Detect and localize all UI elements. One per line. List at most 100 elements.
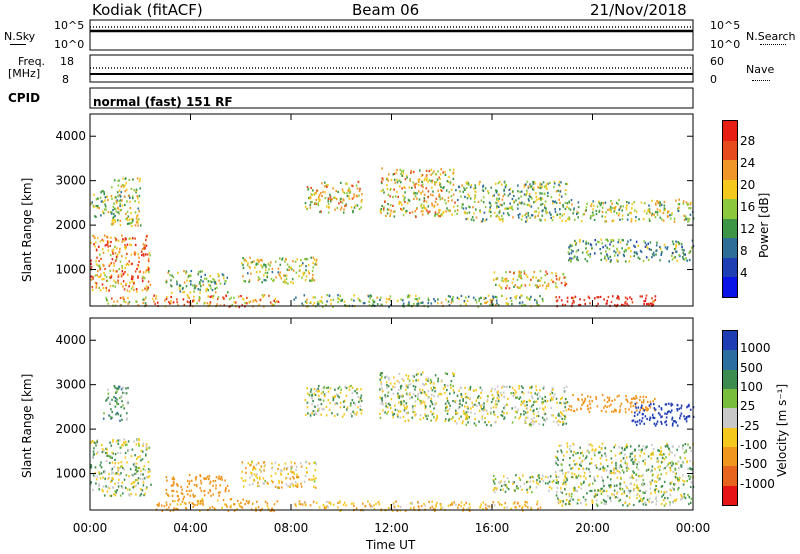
- velocity-colorbar: [722, 330, 738, 506]
- colorbar-segment: [723, 389, 737, 409]
- colorbar-segment: [723, 466, 737, 487]
- nsky-legend-line: [10, 44, 26, 45]
- colorbar-segment: [723, 277, 737, 298]
- colorbar-tick-label: 100: [740, 380, 763, 394]
- colorbar-tick-label: 24: [740, 156, 756, 170]
- xtick-label: 20:00: [575, 521, 610, 535]
- power-echo-region: [241, 256, 318, 285]
- power-colorbar: [722, 120, 738, 298]
- colorbar-segment: [723, 218, 737, 239]
- velocity-ytick-label: 1000: [55, 467, 86, 481]
- power-echo-region: [568, 198, 695, 223]
- nsearch-bottom-tick: 10^0: [710, 38, 741, 51]
- cpid-label: CPID: [8, 91, 41, 105]
- xtick-label: 12:00: [374, 521, 409, 535]
- xaxis-label: Time UT: [366, 538, 416, 552]
- velocity-echo-region: [631, 402, 695, 427]
- nsky-top-tick: 10^5: [54, 19, 85, 32]
- velocity-colorbar-label: Velocity [m s⁻¹]: [775, 383, 789, 477]
- power-echo-region: [567, 238, 695, 263]
- velocity-echo-region: [102, 384, 129, 422]
- power-ytick-label: 4000: [55, 129, 86, 143]
- xtick-label: 00:00: [676, 521, 711, 535]
- colorbar-tick-label: -500: [740, 457, 768, 472]
- nsky-label: N.Sky: [4, 30, 36, 43]
- power-echo-region: [455, 180, 569, 223]
- colorbar-tick-label: 1000: [740, 341, 771, 356]
- velocity-ylabel: Slant Range [km]: [20, 373, 34, 478]
- site-title: Kodiak (fitACF): [92, 1, 203, 19]
- xtick-label: 00:00: [73, 521, 108, 535]
- colorbar-segment: [723, 160, 737, 181]
- colorbar-segment: [723, 199, 737, 220]
- power-ytick-label: 3000: [55, 174, 86, 188]
- colorbar-segment: [723, 140, 737, 161]
- colorbar-tick-label: 8: [740, 244, 748, 258]
- colorbar-segment: [723, 350, 737, 371]
- freq-label: Freq.: [18, 55, 46, 68]
- power-echo-region: [379, 167, 456, 218]
- power-colorbar-label: Power [dB]: [757, 192, 771, 258]
- xtick-label: 16:00: [475, 521, 510, 535]
- power-echo-region: [90, 189, 122, 219]
- colorbar-segment: [723, 121, 737, 142]
- velocity-ytick-label: 4000: [55, 333, 86, 347]
- cpid-panel-frame: [89, 87, 694, 109]
- nsky-bottom-tick: 10^0: [54, 38, 85, 51]
- freq-bottom-tick: 8: [62, 73, 69, 86]
- velocity-echo-region: [304, 384, 363, 418]
- velocity-ytick-label: 2000: [55, 422, 86, 436]
- power-ytick-label: 1000: [55, 263, 86, 277]
- velocity-ytick-label: 3000: [55, 378, 86, 392]
- colorbar-tick-label: -25: [740, 418, 760, 433]
- power-echo-region: [90, 234, 152, 293]
- power-echo-region: [304, 180, 363, 214]
- colorbar-tick-label: 12: [740, 222, 756, 236]
- power-echo-region: [493, 270, 568, 290]
- power-echo-region: [110, 177, 142, 228]
- xtick-label: 08:00: [274, 521, 309, 535]
- colorbar-segment: [723, 447, 737, 467]
- colorbar-tick-label: 28: [740, 134, 756, 148]
- velocity-echo-region: [554, 442, 695, 507]
- nave-top-tick: 60: [710, 55, 724, 68]
- power-echo-region: [165, 269, 229, 294]
- freq-top-tick: 18: [60, 55, 74, 68]
- power-panel: 1000 2000 3000 4000: [55, 113, 695, 309]
- colorbar-tick-label: 25: [740, 399, 756, 414]
- nsearch-label: N.Search: [746, 30, 796, 43]
- power-ytick-label: 2000: [55, 218, 86, 232]
- colorbar-tick-label: 4: [740, 266, 748, 280]
- beam-label: Beam 06: [352, 1, 420, 19]
- colorbar-segment: [723, 408, 737, 429]
- velocity-echo-region: [90, 438, 152, 497]
- colorbar-tick-label: -100: [740, 438, 768, 452]
- colorbar-segment: [723, 485, 737, 506]
- date-label: 21/Nov/2018: [590, 1, 687, 19]
- colorbar-segment: [723, 369, 737, 390]
- colorbar-tick-label: 20: [740, 178, 756, 192]
- nsearch-top-tick: 10^5: [710, 19, 741, 32]
- colorbar-tick-label: -1000: [740, 476, 775, 491]
- velocity-echo-region: [567, 393, 656, 414]
- colorbar-segment: [723, 238, 737, 259]
- colorbar-segment: [723, 257, 737, 278]
- velocity-panel: 1000 2000 3000 4000 00:00 04:00 08:00 12:00 16:0…: [55, 317, 711, 535]
- power-echo-region: [105, 296, 154, 308]
- freq-unit-label: [MHz]: [8, 67, 41, 80]
- power-ylabel: Slant Range [km]: [20, 177, 34, 282]
- noise-panel-frame: [89, 19, 694, 51]
- velocity-echo-region: [165, 473, 230, 498]
- nave-label: Nave: [746, 63, 775, 76]
- nave-legend-line: [752, 80, 770, 81]
- nsearch-legend-line: [760, 44, 786, 45]
- colorbar-tick-label: 500: [740, 360, 763, 375]
- velocity-echo-region: [454, 384, 569, 427]
- nave-bottom-tick: 0: [710, 73, 717, 86]
- cpid-value: normal (fast) 151 RF: [93, 95, 233, 109]
- velocity-echo-region: [240, 460, 317, 489]
- colorbar-segment: [723, 427, 737, 448]
- colorbar-segment: [723, 331, 737, 351]
- colorbar-tick-label: 16: [740, 200, 756, 214]
